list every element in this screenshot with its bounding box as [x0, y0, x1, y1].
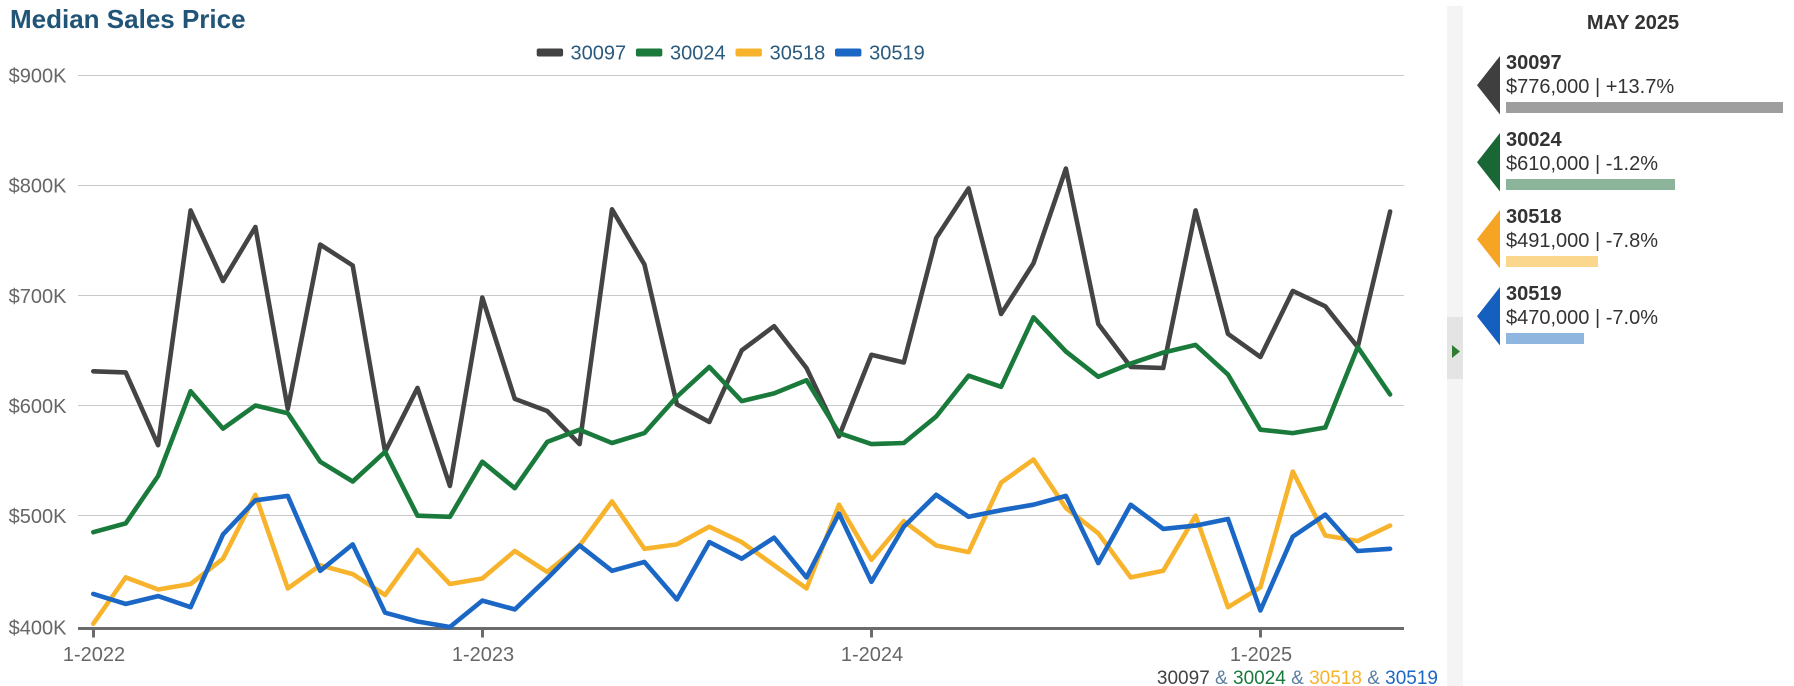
svg-text:1-2025: 1-2025 — [1230, 644, 1292, 666]
svg-text:$600K: $600K — [9, 396, 67, 418]
svg-text:30097: 30097 — [571, 43, 627, 65]
svg-text:30518: 30518 — [770, 43, 826, 65]
svg-text:$400K: $400K — [9, 618, 67, 640]
svg-text:1-2023: 1-2023 — [452, 644, 514, 666]
svg-text:30519: 30519 — [869, 43, 925, 65]
svg-text:30024: 30024 — [670, 43, 726, 65]
svg-text:$900K: $900K — [9, 65, 67, 87]
svg-text:$700K: $700K — [9, 286, 67, 308]
svg-text:$500K: $500K — [9, 506, 67, 528]
svg-text:1-2024: 1-2024 — [841, 644, 903, 666]
svg-text:30097 & 30024 & 30518 & 30519: 30097 & 30024 & 30518 & 30519 — [1157, 668, 1438, 686]
svg-text:1-2022: 1-2022 — [63, 644, 125, 666]
svg-text:$800K: $800K — [9, 176, 67, 198]
